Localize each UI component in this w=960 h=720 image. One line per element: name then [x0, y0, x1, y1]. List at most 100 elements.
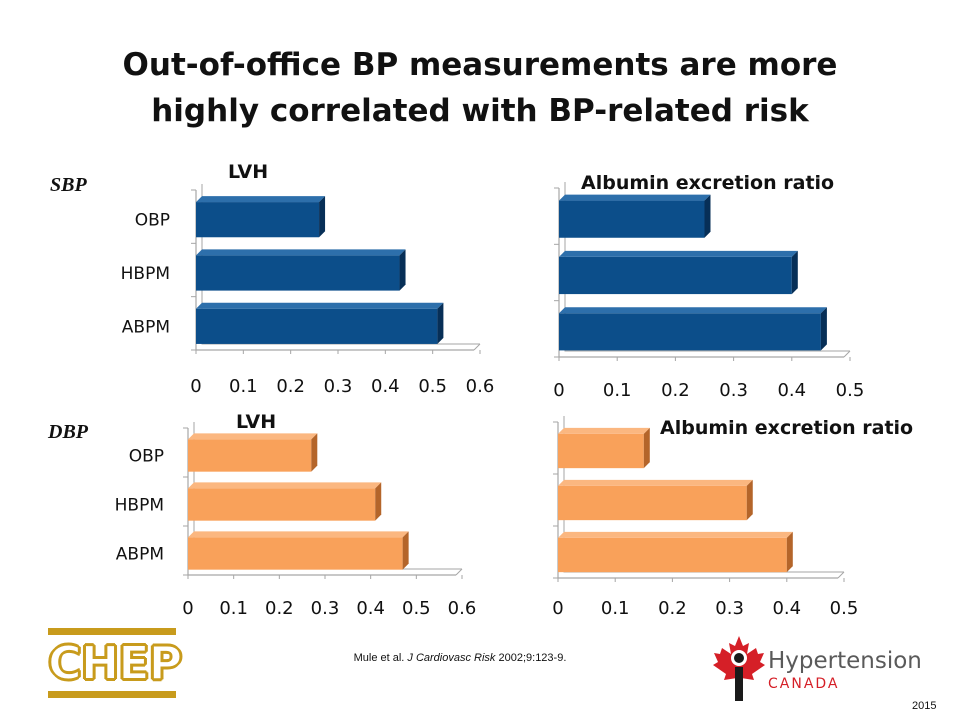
slide-year: 2015	[912, 700, 937, 712]
title-line-2: highly correlated with BP-related risk	[151, 93, 809, 129]
x-tick-label: 0	[553, 380, 564, 401]
bar-side-obp	[704, 194, 711, 238]
x-tick-label: 0.2	[661, 380, 690, 401]
category-label-obp: OBP	[135, 211, 170, 231]
bar-obp	[558, 433, 644, 469]
x-tick-label: 0.5	[402, 598, 431, 619]
x-tick-label: 0.6	[466, 376, 495, 397]
x-tick-label: 0.1	[603, 380, 632, 401]
x-tick-label: 0.3	[715, 598, 744, 619]
x-tick-label: 0.6	[448, 598, 477, 619]
bar-top-abpm	[559, 307, 827, 314]
x-tick-label: 0	[552, 598, 563, 619]
axis-corner	[843, 350, 851, 358]
hypertension-name: Hypertension	[768, 648, 922, 674]
bar-top-obp	[188, 433, 318, 440]
maple-leaf-icon	[713, 636, 765, 701]
x-tick-label: 0.2	[265, 598, 294, 619]
chep-logo-bottom-bar	[48, 691, 176, 698]
bar-side-hbpm	[746, 479, 753, 521]
x-tick-label: 0.3	[311, 598, 340, 619]
bar-side-abpm	[820, 307, 827, 351]
x-tick-label: 0.4	[371, 376, 400, 397]
x-tick-label: 0.5	[830, 598, 859, 619]
category-label-abpm: ABPM	[116, 545, 164, 565]
bar-obp	[196, 202, 320, 238]
bar-top-abpm	[188, 531, 409, 538]
category-label-abpm: ABPM	[122, 317, 170, 337]
hypertension-sub: CANADA	[768, 676, 840, 692]
bar-abpm	[188, 537, 403, 570]
bar-hbpm	[196, 255, 400, 291]
chart-title: Albumin excretion ratio	[660, 417, 913, 439]
bar-side-obp	[319, 196, 326, 238]
x-tick-label: 0.4	[772, 598, 801, 619]
chart-title: LVH	[236, 411, 276, 433]
category-label-hbpm: HBPM	[121, 264, 170, 284]
x-tick-label: 0.5	[418, 376, 447, 397]
x-tick-label: 0.1	[229, 376, 258, 397]
slide-title: Out-of-office BP measurements are more h…	[0, 42, 960, 134]
x-tick-label: 0.1	[219, 598, 248, 619]
bar-top-obp	[196, 196, 326, 203]
x-tick-label: 0.3	[324, 376, 353, 397]
axis-corner	[473, 343, 481, 351]
bar-side-abpm	[786, 531, 793, 573]
axis-corner	[455, 568, 463, 576]
citation-journal: J Cardiovasc Risk	[407, 652, 496, 664]
chart-title: LVH	[228, 161, 268, 183]
bar-hbpm	[558, 485, 747, 521]
bar-top-hbpm	[558, 479, 753, 486]
bar-side-obp	[643, 427, 650, 469]
bar-side-abpm	[402, 531, 409, 570]
x-tick-label: 0	[182, 598, 193, 619]
category-label-obp: OBP	[129, 447, 164, 467]
bar-top-obp	[558, 427, 650, 434]
bar-hbpm	[559, 256, 792, 295]
x-tick-label: 0.4	[777, 380, 806, 401]
x-tick-label: 0	[190, 376, 201, 397]
title-line-1: Out-of-office BP measurements are more	[122, 47, 838, 83]
x-tick-label: 0.5	[836, 380, 865, 401]
bar-obp	[559, 200, 705, 238]
x-tick-label: 0.2	[276, 376, 305, 397]
bar-top-abpm	[196, 302, 444, 309]
bar-side-hbpm	[375, 482, 382, 521]
bar-top-abpm	[558, 531, 793, 538]
chep-logo-text: CHEP	[47, 635, 183, 691]
bar-top-hbpm	[188, 482, 382, 489]
dbp-label: DBP	[48, 421, 88, 443]
citation: Mule et al. J Cardiovasc Risk 2002;9:123…	[300, 652, 620, 664]
bar-hbpm	[188, 488, 376, 521]
sbp-label: SBP	[50, 174, 87, 196]
bar-abpm	[558, 537, 787, 573]
chep-logo-top-bar	[48, 628, 176, 635]
bar-side-hbpm	[791, 250, 798, 295]
axis-back-wall	[201, 184, 480, 345]
bar-top-obp	[559, 194, 711, 201]
axis-back-wall	[564, 182, 850, 352]
hypertension-canada-logo: Hypertension CANADA	[712, 634, 922, 704]
bar-side-obp	[311, 433, 318, 472]
bar-top-hbpm	[196, 249, 406, 256]
citation-prefix: Mule et al.	[353, 652, 408, 664]
bar-abpm	[196, 308, 438, 344]
x-tick-label: 0.1	[601, 598, 630, 619]
chep-logo: CHEP	[47, 628, 183, 698]
bar-abpm	[559, 313, 821, 351]
x-tick-label: 0.2	[658, 598, 687, 619]
bar-side-hbpm	[399, 249, 406, 291]
bar-top-hbpm	[559, 250, 798, 257]
axis-corner	[837, 571, 845, 579]
citation-suffix: 2002;9:123-9.	[495, 652, 567, 664]
x-tick-label: 0.4	[356, 598, 385, 619]
bar-side-abpm	[437, 302, 444, 344]
chart-title: Albumin excretion ratio	[581, 172, 834, 194]
bar-obp	[188, 439, 312, 472]
category-label-hbpm: HBPM	[115, 496, 164, 516]
x-tick-label: 0.3	[719, 380, 748, 401]
